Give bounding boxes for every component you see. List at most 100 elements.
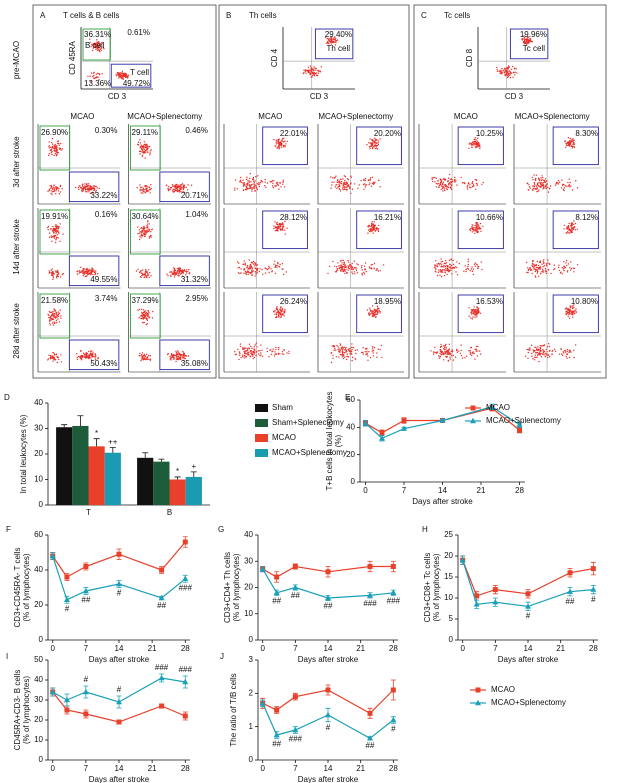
event-dot [77,270,79,273]
event-dot [570,351,572,353]
event-dot [54,225,57,227]
event-dot [447,353,449,355]
event-dot [275,312,278,314]
event-dot [364,177,367,180]
event-dot [99,50,101,53]
event-dot [253,353,256,355]
event-dot [269,181,271,183]
event-dot [366,144,368,146]
significance-label: * [176,467,179,476]
event-dot [354,273,356,275]
event-dot [372,310,374,313]
event-dot [55,317,57,319]
event-dot [303,72,305,74]
event-dot [472,268,475,270]
legend-label: Sham [272,403,293,412]
event-dot [247,349,249,351]
event-dot [341,270,344,272]
event-dot [332,354,334,356]
event-dot [440,343,442,346]
event-dot [473,263,476,265]
marker [83,711,89,717]
gate [262,126,308,166]
event-dot [86,185,89,187]
event-dot [182,185,185,188]
event-dot [50,314,53,317]
row-label: 14d after stroke [12,219,21,275]
event-dot [460,349,462,351]
significance-label: # [591,595,596,604]
event-dot [52,188,54,190]
event-dot [445,267,447,269]
legend-swatch [255,449,268,457]
event-dot [253,185,255,188]
event-dot [553,268,555,271]
event-dot [245,178,248,180]
event-dot [341,262,343,264]
event-dot [62,233,64,235]
event-dot [169,271,171,273]
event-dot [501,71,503,73]
event-dot [128,74,130,76]
event-dot [448,343,450,345]
event-dot [341,349,343,351]
event-dot [90,187,92,189]
event-dot [439,182,442,184]
event-dot [51,193,53,196]
event-dot [237,272,240,274]
data-line [462,559,594,597]
y-tick-label: 20 [346,450,355,459]
event-dot [450,264,453,267]
panel-letter: C [421,11,427,20]
event-dot [546,353,548,356]
event-dot [84,187,86,189]
event-dot [150,149,153,151]
significance-label: ## [324,602,333,611]
event-dot [60,354,62,356]
event-dot [447,268,450,271]
event-dot [90,192,93,194]
event-dot [51,271,54,273]
event-dot [534,264,536,267]
event-dot [307,70,309,72]
event-dot [558,264,560,266]
event-dot [446,188,449,191]
event-dot [443,359,445,361]
event-dot [570,311,573,313]
event-dot [234,351,236,353]
significance-label: # [117,685,122,694]
event-dot [78,188,80,191]
event-dot [573,271,575,273]
event-dot [49,358,52,360]
event-dot [148,190,150,192]
event-dot [541,271,543,273]
event-dot [346,184,349,187]
event-dot [53,316,55,318]
event-dot [558,181,561,183]
event-dot [477,225,479,228]
event-dot [532,349,534,351]
y-axis-label: The ratio of T/B cells [229,673,238,746]
event-dot [444,348,446,351]
event-dot [57,311,60,313]
event-dot [357,264,359,266]
event-dot [84,272,87,274]
x-tick-label: 7 [402,486,407,495]
event-dot [369,267,371,269]
event-dot [564,267,566,269]
event-dot [254,344,256,346]
event-dot [527,271,529,274]
event-dot [535,177,537,180]
event-dot [96,39,98,41]
event-dot [187,184,189,186]
event-dot [51,236,54,238]
event-dot [544,269,547,271]
event-dot [313,73,315,76]
event-dot [534,270,536,273]
event-dot [97,46,99,49]
event-dot [527,39,530,41]
event-dot [314,69,316,71]
event-dot [546,265,548,267]
marker [274,574,280,580]
event-dot [330,36,332,38]
